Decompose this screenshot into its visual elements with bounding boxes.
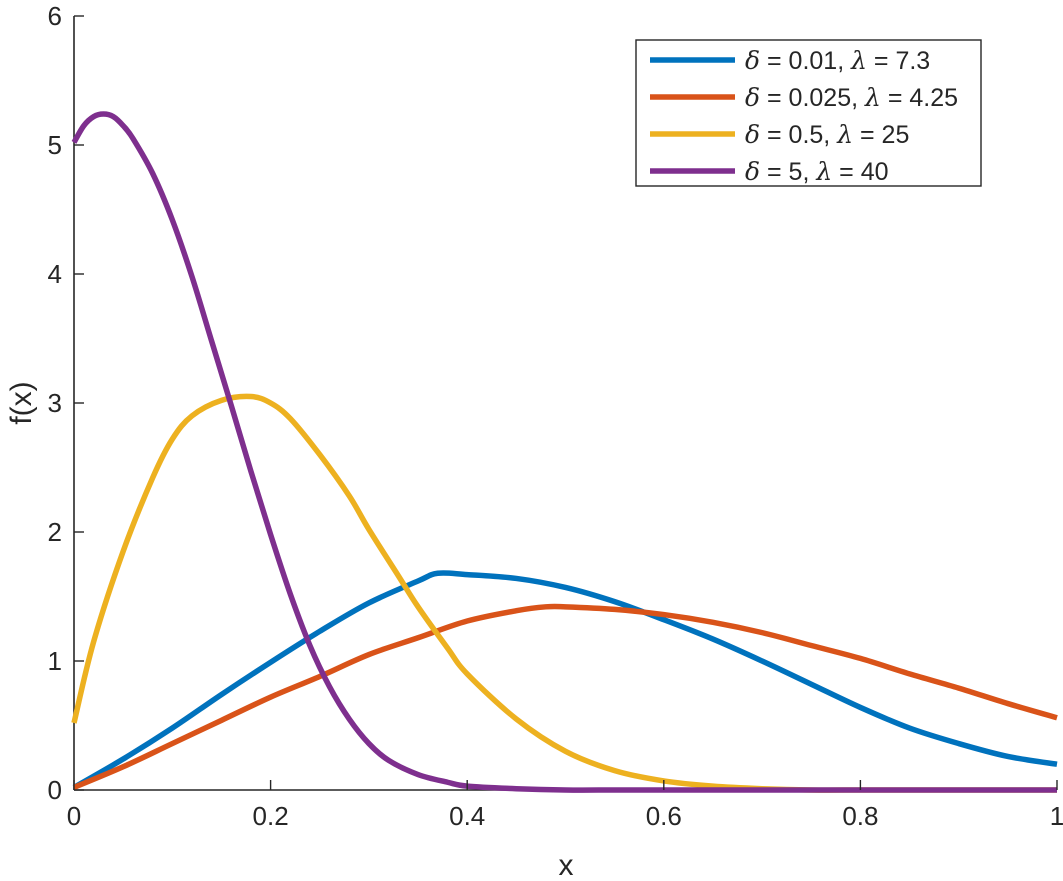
y-tick-label: 3 [48, 388, 62, 418]
y-tick-label: 0 [48, 775, 62, 805]
x-axis-label: x [559, 849, 574, 881]
x-tick-label: 0.8 [842, 801, 878, 831]
series-layer [71, 111, 1058, 793]
series-line-3 [71, 393, 1057, 793]
y-axis-label: f(x) [5, 381, 38, 424]
y-tick-label: 2 [48, 517, 62, 547]
series-line-2 [72, 603, 1058, 790]
series-line-1 [72, 570, 1058, 790]
y-tick-label: 1 [48, 646, 62, 676]
series-line-4 [71, 111, 1057, 793]
x-tick-label: 1 [1050, 801, 1063, 831]
legend-label-2: δ = 0.025, λ = 4.25 [745, 83, 958, 112]
ticks-layer: 0 0.2 0.4 0.6 0.8 1 0 1 2 3 4 5 6 [48, 1, 1063, 831]
legend-label-1: δ = 0.01, λ = 7.3 [745, 46, 930, 75]
legend-label-3: δ = 0.5, λ = 25 [745, 120, 909, 149]
y-tick-label: 4 [48, 259, 62, 289]
y-tick-label: 6 [48, 1, 62, 31]
x-tick-label: 0.6 [646, 801, 682, 831]
legend-label-4: δ = 5, λ = 40 [745, 157, 889, 186]
legend-box [635, 39, 982, 187]
y-tick-label: 5 [48, 130, 62, 160]
x-tick-label: 0 [67, 801, 81, 831]
legend: δ = 0.01, λ = 7.3 δ = 0.025, λ = 4.25 δ = … [635, 39, 982, 187]
x-tick-label: 0.2 [253, 801, 289, 831]
x-tick-label: 0.4 [449, 801, 485, 831]
